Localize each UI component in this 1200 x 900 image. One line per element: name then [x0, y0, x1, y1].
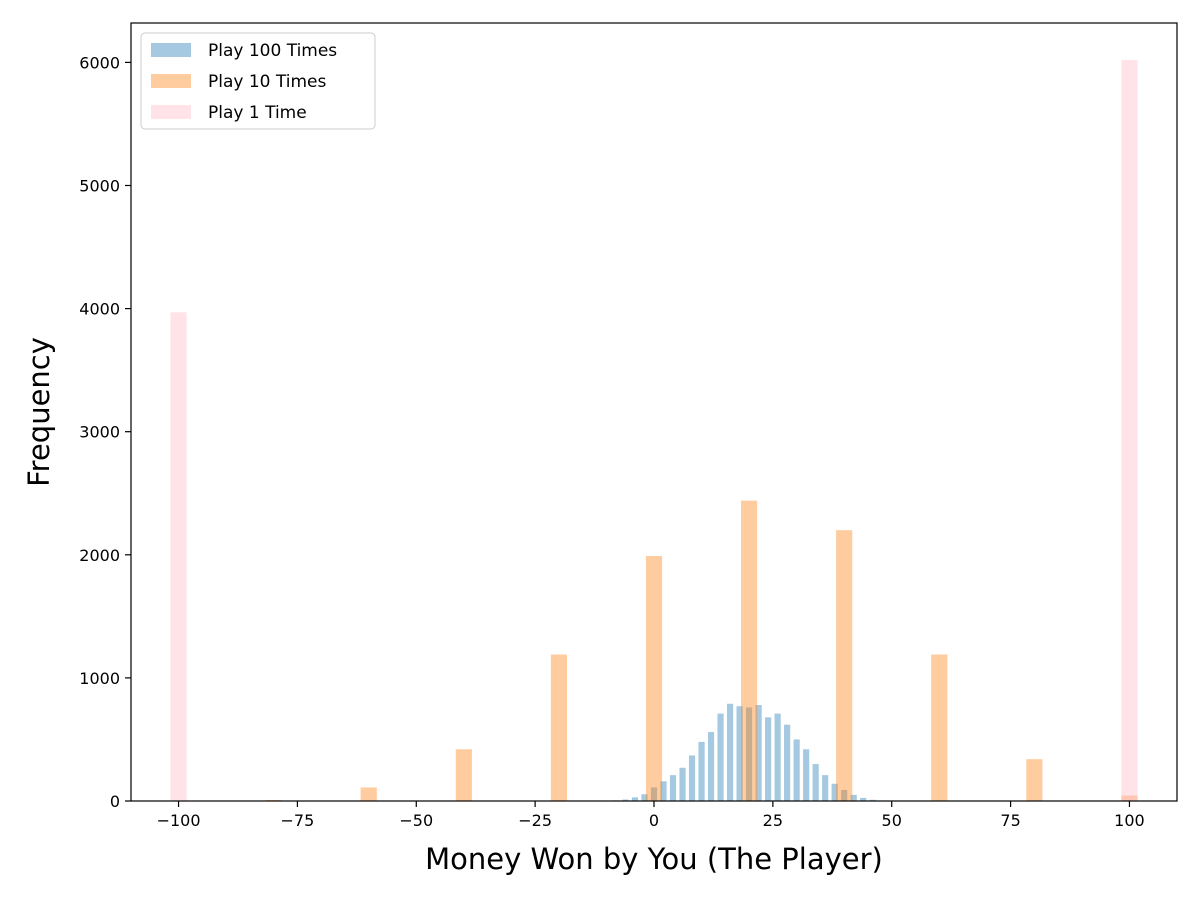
- x-axis-title: Money Won by You (The Player): [425, 842, 883, 876]
- y-axis-ticks: 0 1000 2000 3000 4000 5000 6000: [79, 53, 131, 811]
- bar-play-100-times-7: [679, 767, 686, 801]
- bar-play-100-times-3: [641, 794, 648, 801]
- bar-play-100-times-19: [793, 739, 800, 801]
- bar-play-100-times-20: [803, 749, 810, 801]
- bar-play-10-times-3: [550, 654, 567, 801]
- bar-play-100-times-27: [869, 799, 876, 801]
- plot-background: [131, 23, 1177, 801]
- bar-play-100-times-6: [669, 775, 677, 801]
- x-tick-label: 75: [1000, 811, 1020, 830]
- x-tick-label: −50: [399, 811, 433, 830]
- legend-swatch-play-1-time: [151, 105, 191, 119]
- y-tick-label: 5000: [79, 176, 120, 195]
- y-tick-label: 3000: [79, 423, 120, 442]
- bar-play-100-times-11: [717, 713, 724, 801]
- series-play-1-time: [170, 59, 1138, 802]
- bar-play-100-times-25: [850, 794, 857, 801]
- bar-play-100-times-14: [746, 707, 753, 801]
- bar-play-10-times-1: [360, 787, 377, 801]
- bar-play-100-times-23: [831, 783, 838, 801]
- bars-layer: [170, 59, 1138, 802]
- legend-label-play-100-times: Play 100 Times: [208, 41, 337, 61]
- bar-play-100-times-10: [707, 732, 715, 801]
- legend-swatch-play-100-times: [151, 43, 191, 57]
- x-tick-label: −75: [281, 811, 315, 830]
- y-tick-label: 2000: [79, 546, 120, 565]
- legend-swatch-play-10-times: [151, 74, 191, 88]
- bar-play-100-times-21: [812, 764, 819, 801]
- series-play-100-times: [612, 703, 876, 801]
- x-axis-ticks: −100 −75 −50 −25 0 25 50 75 100: [157, 801, 1145, 830]
- bar-play-10-times-5: [741, 500, 758, 801]
- x-tick-label: 100: [1114, 811, 1145, 830]
- legend-label-play-10-times: Play 10 Times: [208, 72, 326, 92]
- bar-play-10-times-2: [455, 749, 472, 801]
- legend: Play 100 Times Play 10 Times Play 1 Time: [140, 32, 376, 130]
- bar-play-100-times-22: [822, 775, 829, 801]
- bar-play-100-times-16: [765, 717, 772, 801]
- bar-play-10-times-6: [836, 530, 853, 801]
- bar-play-10-times-8: [1026, 759, 1043, 801]
- bar-play-1-time-0: [170, 312, 187, 801]
- bar-play-100-times-15: [755, 704, 762, 801]
- bar-play-100-times-1: [622, 799, 629, 801]
- bar-play-1-time-1: [1121, 59, 1138, 802]
- bar-play-100-times-17: [774, 713, 781, 801]
- bar-play-100-times-4: [650, 787, 658, 801]
- bar-play-100-times-9: [698, 741, 705, 801]
- bar-play-100-times-2: [631, 797, 639, 801]
- x-tick-label: 0: [649, 811, 659, 830]
- x-tick-label: −100: [157, 811, 201, 830]
- x-tick-label: 50: [882, 811, 902, 830]
- y-axis-title: Frequency: [22, 337, 56, 487]
- x-tick-label: 25: [763, 811, 783, 830]
- y-tick-label: 0: [110, 792, 120, 811]
- y-tick-label: 4000: [79, 300, 120, 319]
- y-tick-label: 6000: [79, 53, 120, 72]
- bar-play-100-times-12: [726, 703, 734, 801]
- bar-play-10-times-9: [1121, 795, 1138, 801]
- bar-play-100-times-5: [660, 781, 667, 801]
- bar-play-10-times-7: [931, 654, 948, 801]
- bar-play-100-times-18: [784, 724, 791, 801]
- bar-play-100-times-26: [860, 797, 867, 801]
- bar-play-100-times-13: [736, 706, 743, 801]
- y-tick-label: 1000: [79, 669, 120, 688]
- bar-play-100-times-24: [841, 789, 848, 801]
- bar-play-100-times-8: [688, 755, 696, 801]
- bar-play-10-times-4: [645, 556, 663, 801]
- legend-box: [140, 32, 376, 130]
- legend-label-play-1-time: Play 1 Time: [208, 103, 307, 123]
- x-tick-label: −25: [518, 811, 552, 830]
